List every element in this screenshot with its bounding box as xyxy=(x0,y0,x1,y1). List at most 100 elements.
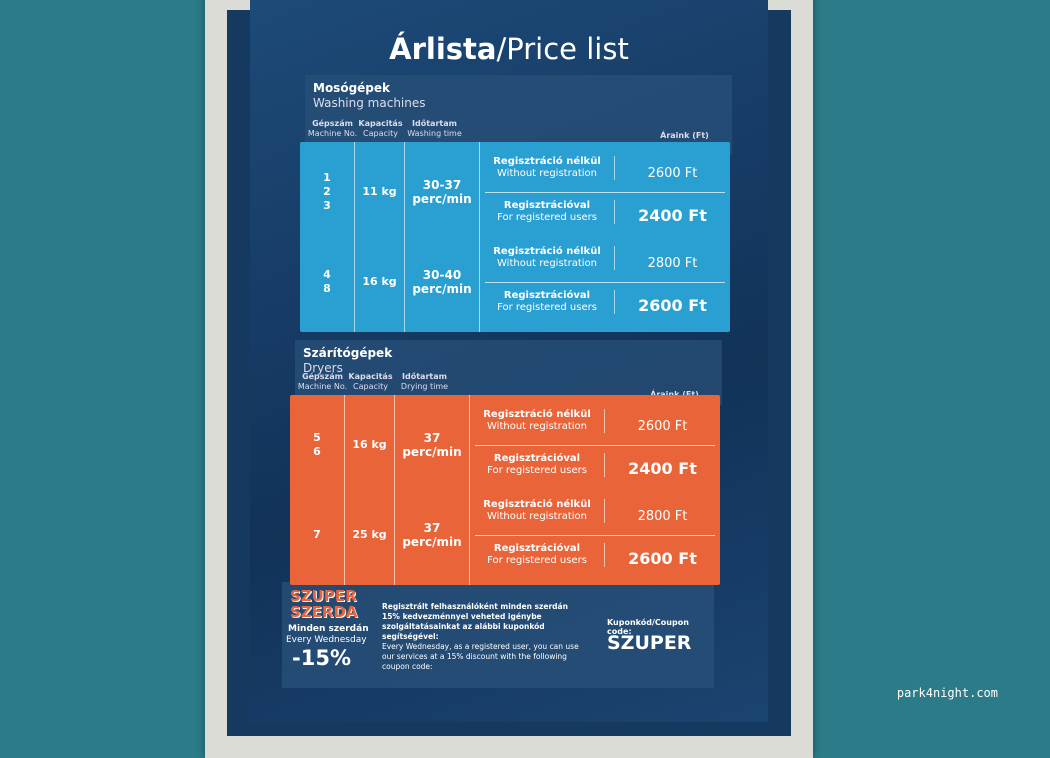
column-header: Kapacitás Capacity xyxy=(343,372,398,392)
price-label-en: For registered users xyxy=(497,212,597,223)
price: 2600 Ft xyxy=(628,549,697,568)
column-header-en: Drying time xyxy=(400,382,449,391)
price-label: Regisztrációval For registered users xyxy=(470,453,605,477)
section-title-hu: Szárítógépek xyxy=(303,346,393,360)
duration: 30-40 perc/min xyxy=(405,232,480,332)
price-label-en: Without registration xyxy=(497,258,597,269)
price-row: 4 8 16 kg 30-40 perc/min Regisztráció nélkül W… xyxy=(300,232,730,332)
section-header: Szárítógépek Dryers Gépszám Machine No. Kapa… xyxy=(295,340,722,409)
duration: 37 perc/min xyxy=(395,485,470,585)
title-hu: Árlista xyxy=(389,32,497,66)
price: 2800 Ft xyxy=(647,256,698,271)
duration-part: 30-37 xyxy=(422,178,462,192)
price-row: 1 2 3 11 kg 30-37 perc/min Regisztráció nélkül… xyxy=(300,142,730,242)
price-label-en: For registered users xyxy=(487,465,587,476)
text-hu: Regisztrált felhasználóként minden szerd… xyxy=(382,602,568,641)
price-label-en: Without registration xyxy=(497,168,597,179)
day-en: Every Wednesday xyxy=(286,635,367,645)
poster: Árlista/Price list SZUPER SZERDA Minden … xyxy=(250,0,768,722)
column-header: Gépszám Machine No. xyxy=(295,372,350,392)
price-label-en: For registered users xyxy=(487,555,587,566)
price-label: Regisztrációval For registered users xyxy=(480,200,615,224)
price: 2600 Ft xyxy=(638,296,707,315)
watermark: park4night.com xyxy=(896,686,998,700)
column-header-hu: Áraink (Ft) xyxy=(660,131,709,140)
section-title-hu: Mosógépek xyxy=(313,81,391,95)
column-header-en: Capacity xyxy=(363,129,398,138)
column-header-hu: Kapacitás xyxy=(348,372,393,381)
title: Árlista/Price list xyxy=(250,32,768,66)
machine-number: 6 xyxy=(313,445,321,458)
price-label-hu: Regisztráció nélkül xyxy=(493,246,601,257)
price-label-hu: Regisztráció nélkül xyxy=(483,499,591,510)
column-header-hu: Időtartam xyxy=(402,372,447,381)
price-label-hu: Regisztráció nélkül xyxy=(483,409,591,420)
capacity: 16 kg xyxy=(355,232,405,332)
column-header-en: Machine No. xyxy=(307,129,358,138)
price-label-en: Without registration xyxy=(487,511,587,522)
discount: -15% xyxy=(292,646,351,670)
capacity: 16 kg xyxy=(345,395,395,495)
column-header-en: Machine No. xyxy=(297,382,348,391)
machine-no: 7 xyxy=(290,485,345,585)
price-label: Regisztráció nélkül Without registration xyxy=(470,499,605,523)
divider xyxy=(475,535,715,536)
column-header-hu: Gépszám xyxy=(302,372,343,381)
duration-part: 30-40 xyxy=(422,268,462,282)
coupon: SZUPER xyxy=(607,632,692,654)
badge: SZUPER SZERDA xyxy=(290,588,358,620)
machine-number: 3 xyxy=(323,199,331,212)
price-label: Regisztráció nélkül Without registration xyxy=(480,246,615,270)
column-header-hu: Kapacitás xyxy=(358,119,403,128)
price-label-hu: Regisztrációval xyxy=(503,200,591,211)
column-header-hu: Gépszám xyxy=(312,119,353,128)
section-title-en: Washing machines xyxy=(313,96,426,110)
price: 2800 Ft xyxy=(637,509,688,524)
price-label-hu: Regisztrációval xyxy=(503,290,591,301)
price-row: 5 6 16 kg 37 perc/min Regisztráció nélkül With… xyxy=(290,395,720,495)
machine-number: 2 xyxy=(323,185,331,198)
badge-line: SZERDA xyxy=(290,603,358,621)
section-header: Mosógépek Washing machines Gépszám Machine … xyxy=(305,75,732,155)
price-label: Regisztráció nélkül Without registration xyxy=(480,156,615,180)
machine-number: 1 xyxy=(323,171,331,184)
duration-part: 37 xyxy=(423,521,441,535)
divider xyxy=(485,282,725,283)
price-label-en: For registered users xyxy=(497,302,597,313)
machine-number: 5 xyxy=(313,431,321,444)
column-header: Időtartam Drying time xyxy=(397,372,452,392)
duration-part: 37 xyxy=(423,431,441,445)
price-row: 7 25 kg 37 perc/min Regisztráció nélkül Witho… xyxy=(290,485,720,585)
title-en: /Price list xyxy=(496,32,629,66)
price-label-hu: Regisztráció nélkül xyxy=(493,156,601,167)
price-label: Regisztrációval For registered users xyxy=(470,543,605,567)
duration: 30-37 perc/min xyxy=(405,142,480,242)
price-label-hu: Regisztrációval xyxy=(493,453,581,464)
promo: SZUPER SZERDA Minden szerdán Every Wedne… xyxy=(282,582,714,688)
divider xyxy=(475,445,715,446)
duration-part: perc/min xyxy=(412,282,472,296)
capacity: 25 kg xyxy=(345,485,395,585)
duration: 37 perc/min xyxy=(395,395,470,495)
column-header-hu: Időtartam xyxy=(412,119,457,128)
price: 2600 Ft xyxy=(637,419,688,434)
text-en: Every Wednesday, as a registered user, y… xyxy=(382,642,579,671)
duration-part: perc/min xyxy=(402,445,462,459)
price-label: Regisztráció nélkül Without registration xyxy=(470,409,605,433)
machine-number: 4 xyxy=(323,268,331,281)
column-header: Időtartam Washing time xyxy=(407,119,462,139)
column-header: Gépszám Machine No. xyxy=(305,119,360,139)
duration-part: perc/min xyxy=(402,535,462,549)
column-header-hu: Áraink (Ft) xyxy=(650,390,699,400)
price: 2600 Ft xyxy=(647,166,698,181)
machine-number: 8 xyxy=(323,282,331,295)
capacity: 11 kg xyxy=(355,142,405,242)
section-title-en: Dryers xyxy=(303,361,343,375)
price: 2400 Ft xyxy=(638,206,707,225)
machine-number: 7 xyxy=(313,528,321,541)
column-header: Kapacitás Capacity xyxy=(353,119,408,139)
